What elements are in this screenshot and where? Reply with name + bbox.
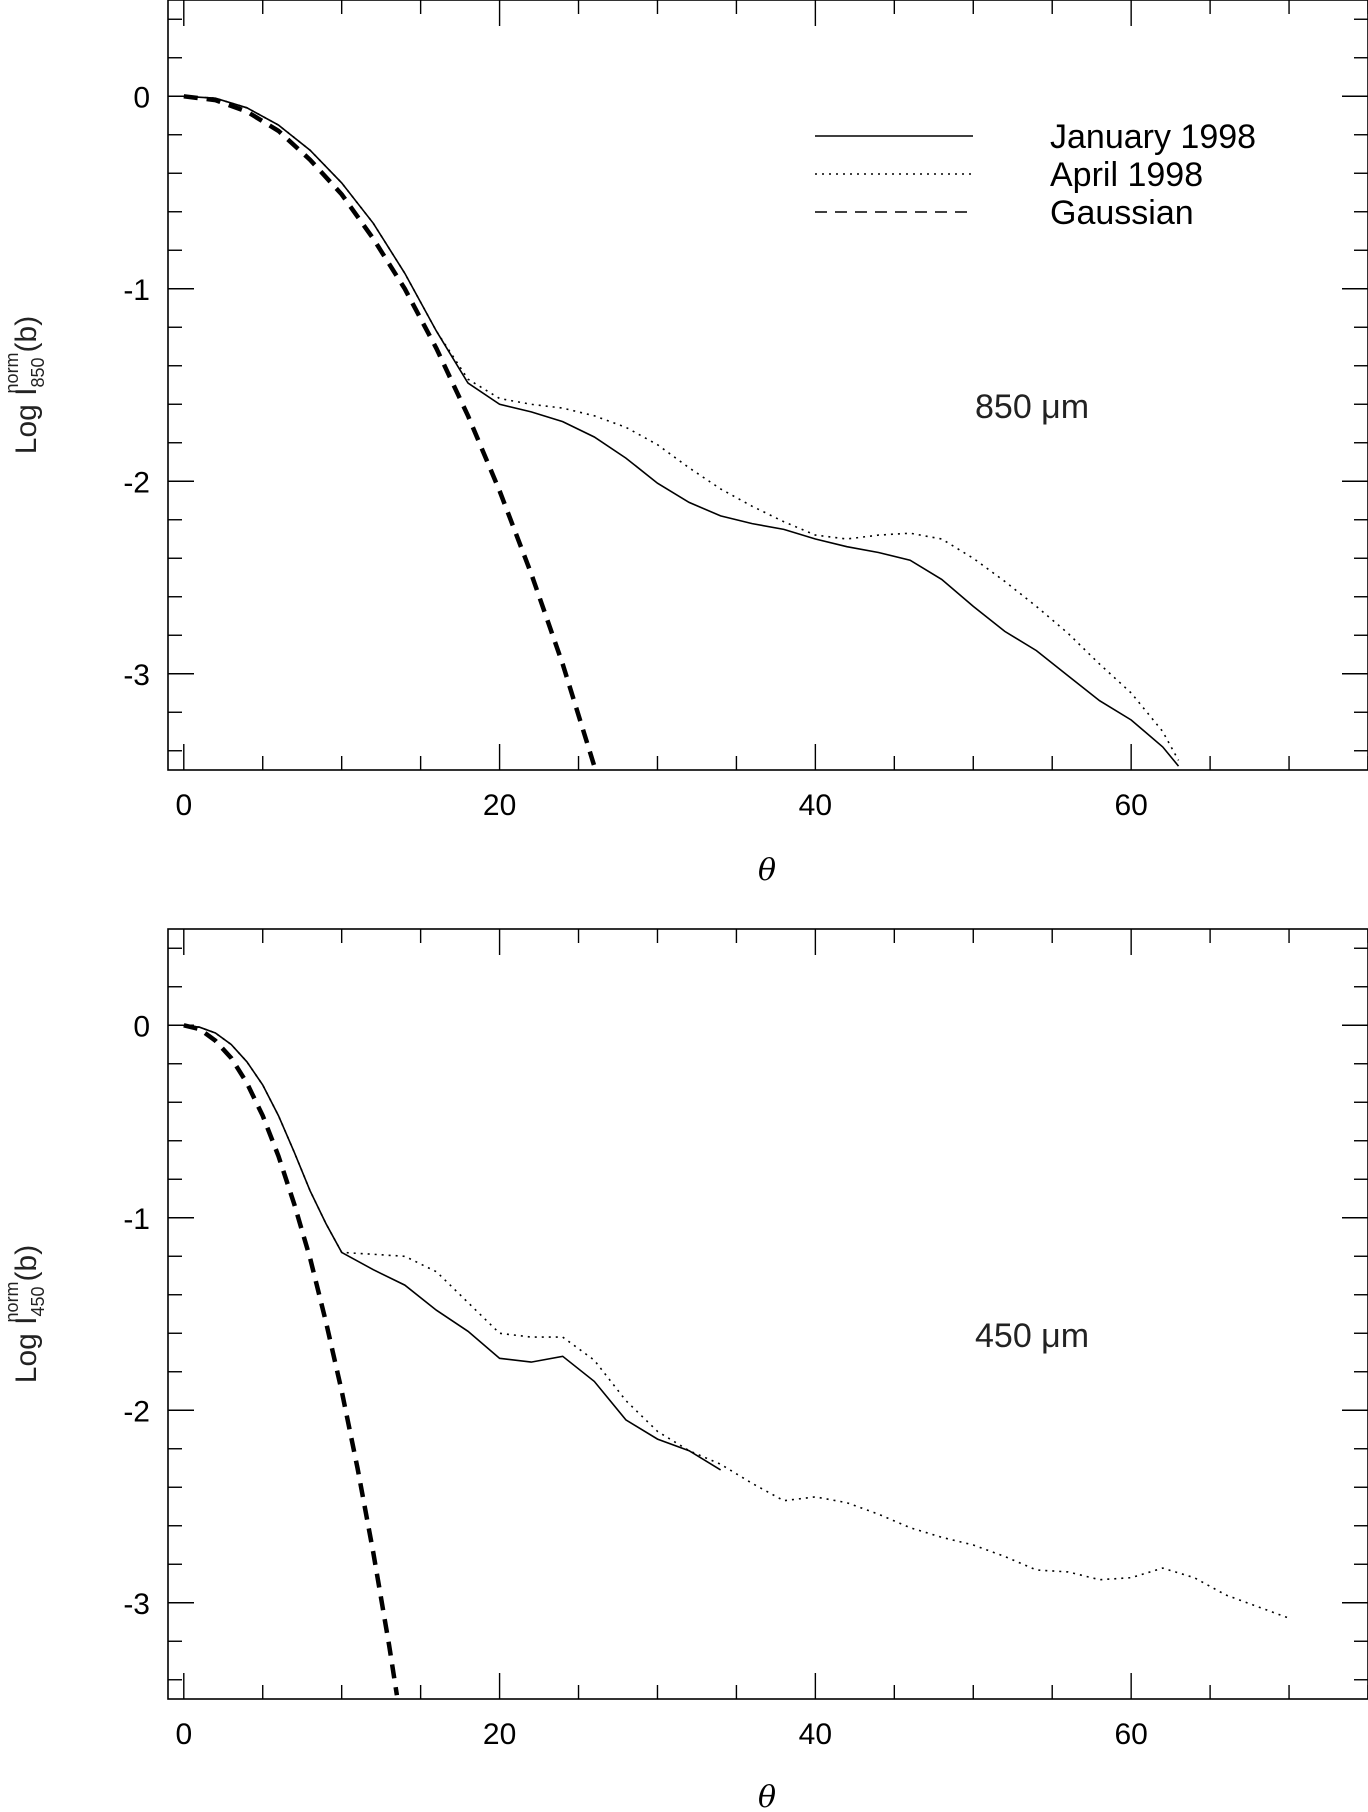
y-tick-label: -1 [123,274,150,307]
x-axis-title: θ [758,853,776,888]
series-january-1998 [183,1024,722,1471]
tick-group [168,929,1368,1699]
y-axis-title-base: Log I [10,388,43,455]
series-gaussian [183,94,597,767]
series-april-1998 [183,95,1180,761]
x-tick-label: 20 [483,789,516,822]
tick-group [168,0,1368,770]
plot-frame [167,928,1368,1700]
series-april-1998 [183,1024,1290,1619]
panel-450um: 0 20 40 60 0 -1 -2 -3 θ Log I450 norm(b) 450 μm [2,928,1368,1812]
series-group [183,1023,1290,1696]
y-tick-label: 0 [133,1010,150,1043]
tick-label-group: 0 20 40 60 0 -1 -2 -3 [123,1010,1148,1751]
x-tick-label: 0 [175,789,192,822]
legend-label-january: January 1998 [1050,118,1256,156]
legend: January 1998 April 1998 Gaussian [815,118,1256,232]
wavelength-annotation: 850 μm [975,388,1089,426]
series-january-1998 [183,95,1180,767]
y-tick-label: -3 [123,659,150,692]
y-axis-title: Log I850 norm(b) [2,316,48,454]
x-tick-label: 60 [1114,789,1147,822]
y-axis-title-base: Log I [10,1317,43,1384]
y-axis-title-sup: norm [2,352,22,393]
legend-label-april: April 1998 [1050,156,1203,194]
x-tick-label: 40 [799,789,832,822]
x-tick-label: 20 [483,1718,516,1751]
series-gaussian [183,1023,400,1696]
x-axis-title: θ [758,1780,776,1812]
x-tick-label: 40 [799,1718,832,1751]
y-axis-title-sup: norm [2,1281,22,1322]
y-axis-title-suffix: (b) [10,1245,43,1282]
y-tick-label: -2 [123,466,150,499]
legend-label-gaussian: Gaussian [1050,194,1194,232]
y-axis-title-sub: 450 [28,1286,48,1316]
x-tick-label: 60 [1114,1718,1147,1751]
panel-850um: 0 20 40 600-1-2-3 θ Log I850norm(b) 850 μm … [2,0,1368,888]
y-tick-label: -3 [123,1588,150,1621]
x-tick-label: 0 [175,1718,192,1751]
tick-label-group: 0 20 40 60 0 -1 -2 -3 [123,81,1148,822]
y-axis-title: Log I450 norm(b) [2,1245,48,1383]
plot-frame [167,0,1368,771]
y-axis-title-sub: 850 [28,357,48,387]
y-axis-title-suffix: (b) [10,316,43,353]
wavelength-annotation: 450 μm [975,1317,1089,1355]
y-tick-label: 0 [133,81,150,114]
y-tick-label: -2 [123,1395,150,1428]
y-tick-label: -1 [123,1203,150,1236]
series-group [183,94,1180,767]
